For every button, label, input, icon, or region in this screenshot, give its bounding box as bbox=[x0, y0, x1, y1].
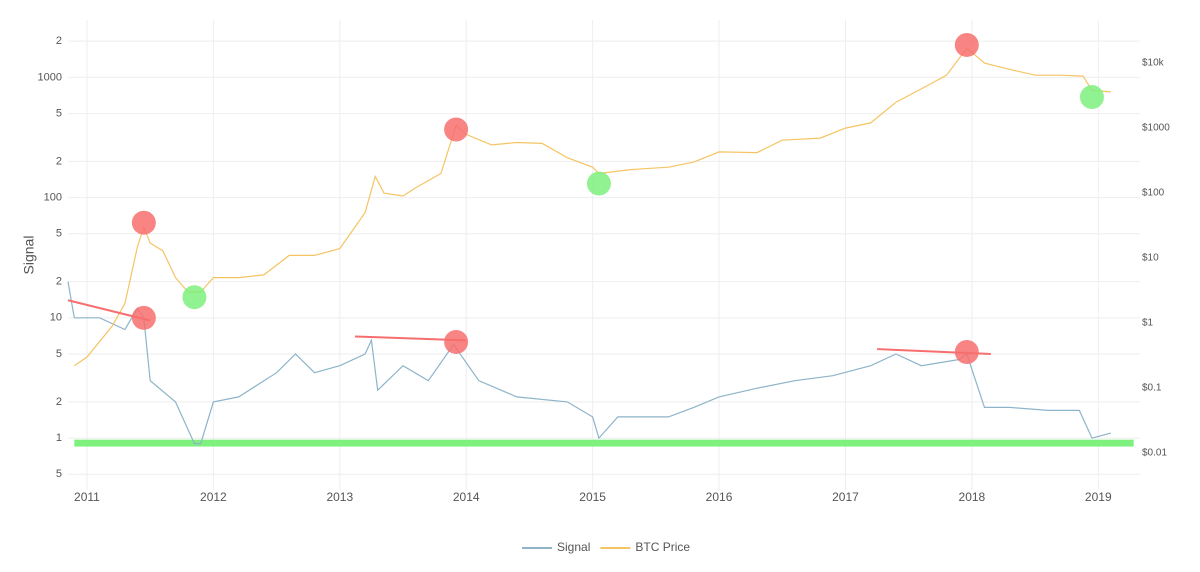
y-tick-label: 2 bbox=[56, 396, 62, 408]
y-tick-label: 2 bbox=[56, 276, 62, 288]
y2-tick-label: $100 bbox=[1142, 188, 1165, 199]
x-tick-label: 2016 bbox=[706, 490, 733, 504]
series-line bbox=[67, 281, 1112, 445]
x-tick-label: 2013 bbox=[326, 490, 353, 504]
x-tick-label: 2018 bbox=[959, 490, 986, 504]
legend-label: Signal bbox=[557, 540, 590, 554]
y2-tick-label: $10 bbox=[1142, 253, 1159, 264]
y-axis-title: Signal bbox=[21, 236, 37, 275]
highlight-circle bbox=[131, 210, 156, 235]
highlight-circle bbox=[586, 171, 611, 196]
highlight-circle bbox=[182, 285, 207, 310]
y2-tick-label: $1 bbox=[1142, 318, 1154, 329]
y2-tick-label: $10k bbox=[1142, 58, 1165, 69]
y2-tick-label: $0.01 bbox=[1142, 448, 1167, 459]
y-tick-label: 5 bbox=[56, 107, 62, 119]
x-tick-label: 2011 bbox=[74, 490, 100, 504]
y2-tick-label: $1000 bbox=[1142, 123, 1170, 134]
x-tick-label: 2019 bbox=[1085, 490, 1112, 504]
x-tick-label: 2017 bbox=[832, 490, 859, 504]
legend-label: BTC Price bbox=[635, 540, 690, 554]
y-tick-label: 1 bbox=[56, 432, 62, 444]
y-tick-label: 5 bbox=[56, 228, 62, 240]
highlight-circle bbox=[444, 117, 469, 142]
highlight-circle bbox=[954, 339, 979, 364]
signal-band bbox=[74, 439, 1134, 447]
x-tick-label: 2014 bbox=[453, 490, 480, 504]
y-tick-label: 2 bbox=[56, 35, 62, 47]
y-tick-label: 5 bbox=[56, 468, 62, 480]
highlight-circle bbox=[954, 32, 979, 57]
highlight-circle bbox=[131, 305, 156, 330]
y-tick-label: 5 bbox=[56, 348, 62, 360]
y-tick-label: 100 bbox=[44, 192, 62, 204]
highlight-circle bbox=[1079, 85, 1104, 110]
y2-tick-label: $0.1 bbox=[1142, 383, 1162, 394]
y-tick-label: 2 bbox=[56, 155, 62, 167]
x-tick-label: 2015 bbox=[579, 490, 606, 504]
series-line bbox=[73, 47, 1111, 367]
y-tick-label: 1000 bbox=[38, 71, 62, 83]
x-tick-label: 2012 bbox=[200, 490, 227, 504]
y-tick-label: 10 bbox=[50, 312, 62, 324]
highlight-circle bbox=[444, 329, 469, 354]
